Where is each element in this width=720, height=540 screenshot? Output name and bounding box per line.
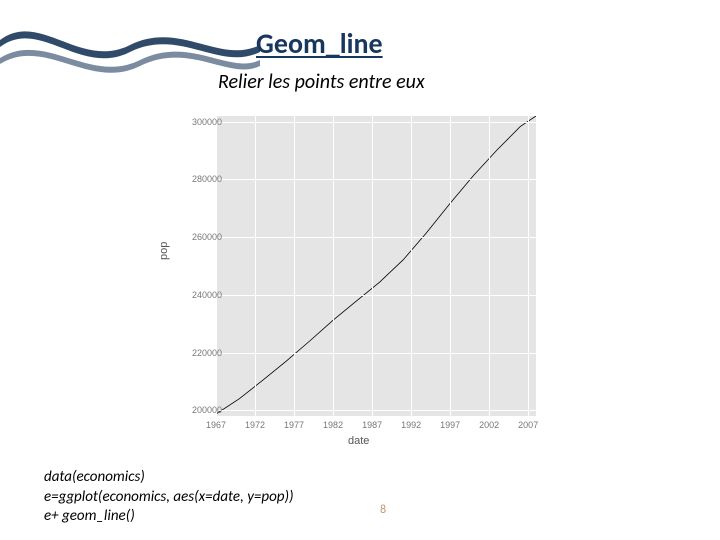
- x-tick-label: 1972: [245, 420, 265, 430]
- code-line: e=ggplot(economics, aes(x=date, y=pop)): [44, 488, 294, 508]
- y-tick-label: 280000: [172, 174, 222, 184]
- x-tick-label: 1987: [362, 420, 382, 430]
- page-title: Geom_line: [256, 26, 383, 61]
- gridline-h: [216, 237, 536, 238]
- gridline-v: [528, 116, 529, 416]
- page-subtitle: Relier les points entre eux: [218, 70, 425, 94]
- gridline-h: [216, 295, 536, 296]
- chart-panel: [216, 116, 536, 416]
- line-series: [216, 116, 536, 416]
- chart-container: pop date 200000 220000 240000 260000 280000 3…: [160, 110, 550, 450]
- gridline-v: [294, 116, 295, 416]
- gridline-v: [411, 116, 412, 416]
- gridline-v: [333, 116, 334, 416]
- x-tick-label: 1977: [284, 420, 304, 430]
- gridline-v: [450, 116, 451, 416]
- gridline-v: [255, 116, 256, 416]
- page-number: 8: [380, 503, 386, 517]
- gridline-h: [216, 353, 536, 354]
- x-tick-label: 1997: [440, 420, 460, 430]
- y-tick-label: 300000: [172, 117, 222, 127]
- gridline-v: [216, 116, 217, 416]
- gridline-v: [489, 116, 490, 416]
- code-line: data(economics): [44, 468, 294, 488]
- code-line: e+ geom_line(): [44, 507, 294, 527]
- x-tick-label: 2002: [479, 420, 499, 430]
- y-axis-label: pop: [158, 242, 170, 260]
- y-tick-label: 220000: [172, 348, 222, 358]
- y-tick-label: 240000: [172, 290, 222, 300]
- x-tick-label: 1982: [323, 420, 343, 430]
- x-tick-label: 1992: [401, 420, 421, 430]
- y-tick-label: 260000: [172, 232, 222, 242]
- x-axis-label: date: [348, 435, 369, 447]
- y-tick-label: 200000: [172, 405, 222, 415]
- gridline-v: [372, 116, 373, 416]
- gridline-h: [216, 179, 536, 180]
- x-tick-label: 1967: [206, 420, 226, 430]
- code-footer: data(economics) e=ggplot(economics, aes(…: [44, 468, 294, 527]
- x-tick-label: 2007: [518, 420, 538, 430]
- gridline-h: [216, 410, 536, 411]
- gridline-h: [216, 122, 536, 123]
